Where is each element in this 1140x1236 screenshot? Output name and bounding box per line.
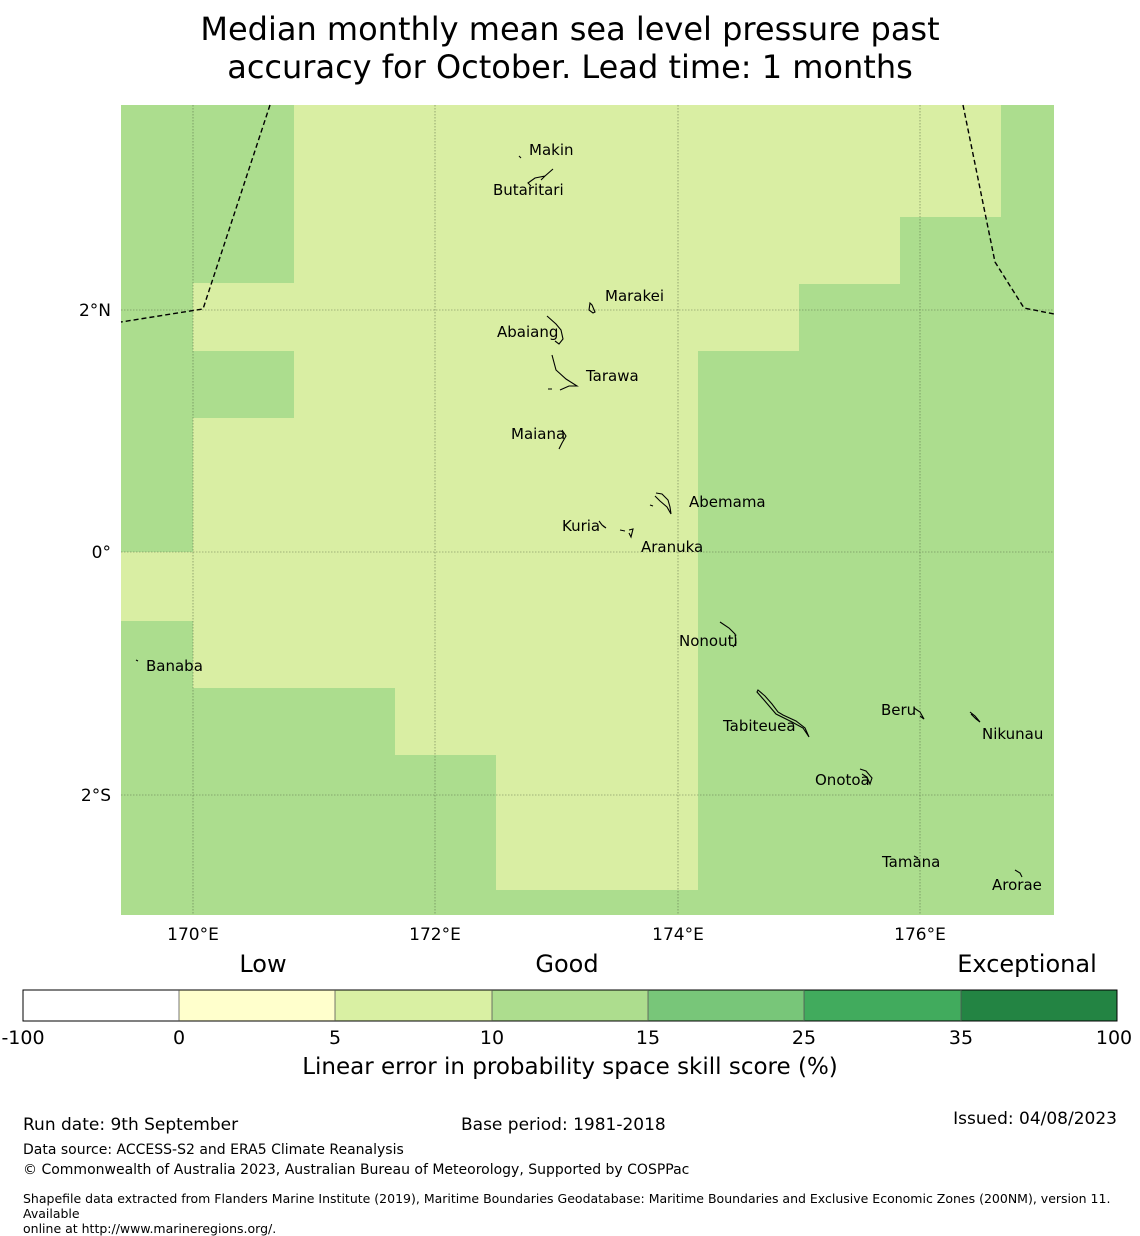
island-label-nikunau: Nikunau [982,725,1043,743]
colorbar-tick: 15 [636,1027,660,1049]
y-tick-2s: 2°S [81,786,111,806]
tamana-outline [913,855,919,859]
skill-cell [193,688,395,915]
island-labels: Makin Butaritari Marakei Abaiang Tarawa … [146,141,1043,894]
skill-cell [121,283,193,552]
title-line-1: Median monthly mean sea level pressure p… [200,10,940,48]
nonouti-outline [719,621,737,648]
issued-date: Issued: 04/08/2023 [953,1109,1117,1129]
skill-cell [1001,105,1054,217]
skill-cell [496,890,698,915]
colorbar [22,989,1118,1022]
y-tick-0: 0° [92,543,111,563]
island-label-nonouti: Nonouti [679,632,738,650]
banaba-outline [135,659,139,662]
colorbar-segment [648,990,804,1021]
x-tick-174e: 174°E [652,925,704,945]
skill-cell [193,351,294,418]
shapefile-credit-line-1: Shapefile data extracted from Flanders M… [23,1191,1111,1221]
colorbar-segment [961,990,1117,1021]
x-tick-172e: 172°E [409,925,461,945]
colorbar-ticks: -100 0 5 10 15 25 35 100 [1,1027,1132,1049]
island-label-tarawa: Tarawa [585,367,639,385]
skill-cell [395,755,496,915]
colorbar-headers: Low Good Exceptional [239,950,1096,978]
island-label-aranuka: Aranuka [641,538,703,556]
gridlines [121,105,1054,915]
colorbar-tick: 35 [949,1027,973,1049]
aranuka-outline [619,528,634,539]
colorbar-tick: 25 [792,1027,816,1049]
base-period: Base period: 1981-2018 [461,1115,666,1135]
skill-cell [799,284,1054,351]
arorae-outline [1014,869,1023,878]
nikunau-outline [969,711,981,723]
run-date: Run date: 9th September [23,1115,239,1135]
x-tick-170e: 170°E [167,925,219,945]
skill-cell [900,217,1054,284]
colorbar-label: Linear error in probability space skill … [302,1054,838,1080]
colorbar-tick: 100 [1096,1027,1132,1049]
skill-cell [698,351,1054,915]
abaiang-outline [546,315,564,345]
colorbar-segment [804,990,961,1021]
island-label-arorae: Arorae [992,876,1042,894]
island-label-makin: Makin [529,141,574,159]
colorbar-tick: 0 [173,1027,185,1049]
colorbar-frame [22,989,1118,1022]
colorbar-segment [492,990,648,1021]
island-label-maiana: Maiana [511,425,565,443]
island-label-butaritari: Butaritari [493,181,564,199]
island-label-abaiang: Abaiang [497,323,558,341]
butaritari-outline [527,168,554,187]
axis-labels: 170°E 172°E 174°E 176°E 2°N 0° 2°S [79,301,946,945]
marakei-outline [588,301,596,314]
kuria-outline [598,520,607,529]
island-label-beru: Beru [881,701,916,719]
title-line-2: accuracy for October. Lead time: 1 month… [227,48,913,86]
colorbar-tick: 5 [329,1027,341,1049]
eez-boundary [120,104,1055,323]
shapefile-credit: Shapefile data extracted from Flanders M… [23,1191,1133,1236]
beru-outline [913,707,925,720]
skill-cell [121,105,294,283]
colorbar-segment [335,990,492,1021]
skill-region-10-15 [121,105,1054,915]
island-label-marakei: Marakei [605,287,664,305]
colorbar-header-exceptional: Exceptional [957,950,1097,978]
island-label-onotoa: Onotoa [815,771,870,789]
colorbar-header-low: Low [239,950,286,978]
island-label-banaba: Banaba [146,657,203,675]
tarawa-outline [548,354,579,391]
tabiteuea-outline [756,689,810,738]
maiana-outline [558,429,567,450]
colorbar-header-good: Good [535,950,598,978]
copyright: © Commonwealth of Australia 2023, Austra… [23,1162,690,1178]
data-source: Data source: ACCESS-S2 and ERA5 Climate … [23,1142,404,1158]
island-label-abemama: Abemama [689,493,766,511]
abemama-outline [649,492,672,515]
colorbar-segment [179,990,335,1021]
island-label-kuria: Kuria [562,517,600,535]
shapefile-credit-line-2: online at http://www.marineregions.org/. [23,1221,277,1236]
x-tick-176e: 176°E [894,925,946,945]
onotoa-outline [859,768,873,786]
colorbar-tick: 10 [480,1027,504,1049]
colorbar-segment [23,990,179,1021]
island-label-tamana: Tamana [881,853,940,871]
island-label-tabiteuea: Tabiteuea [722,717,796,735]
page-title: Median monthly mean sea level pressure p… [0,10,1140,86]
colorbar-tick: -100 [1,1027,44,1049]
makin-outline [518,155,522,159]
skill-cell [121,621,193,915]
y-tick-2n: 2°N [79,301,111,321]
island-outlines [135,155,1023,878]
eez-boundary-east [962,104,1055,315]
